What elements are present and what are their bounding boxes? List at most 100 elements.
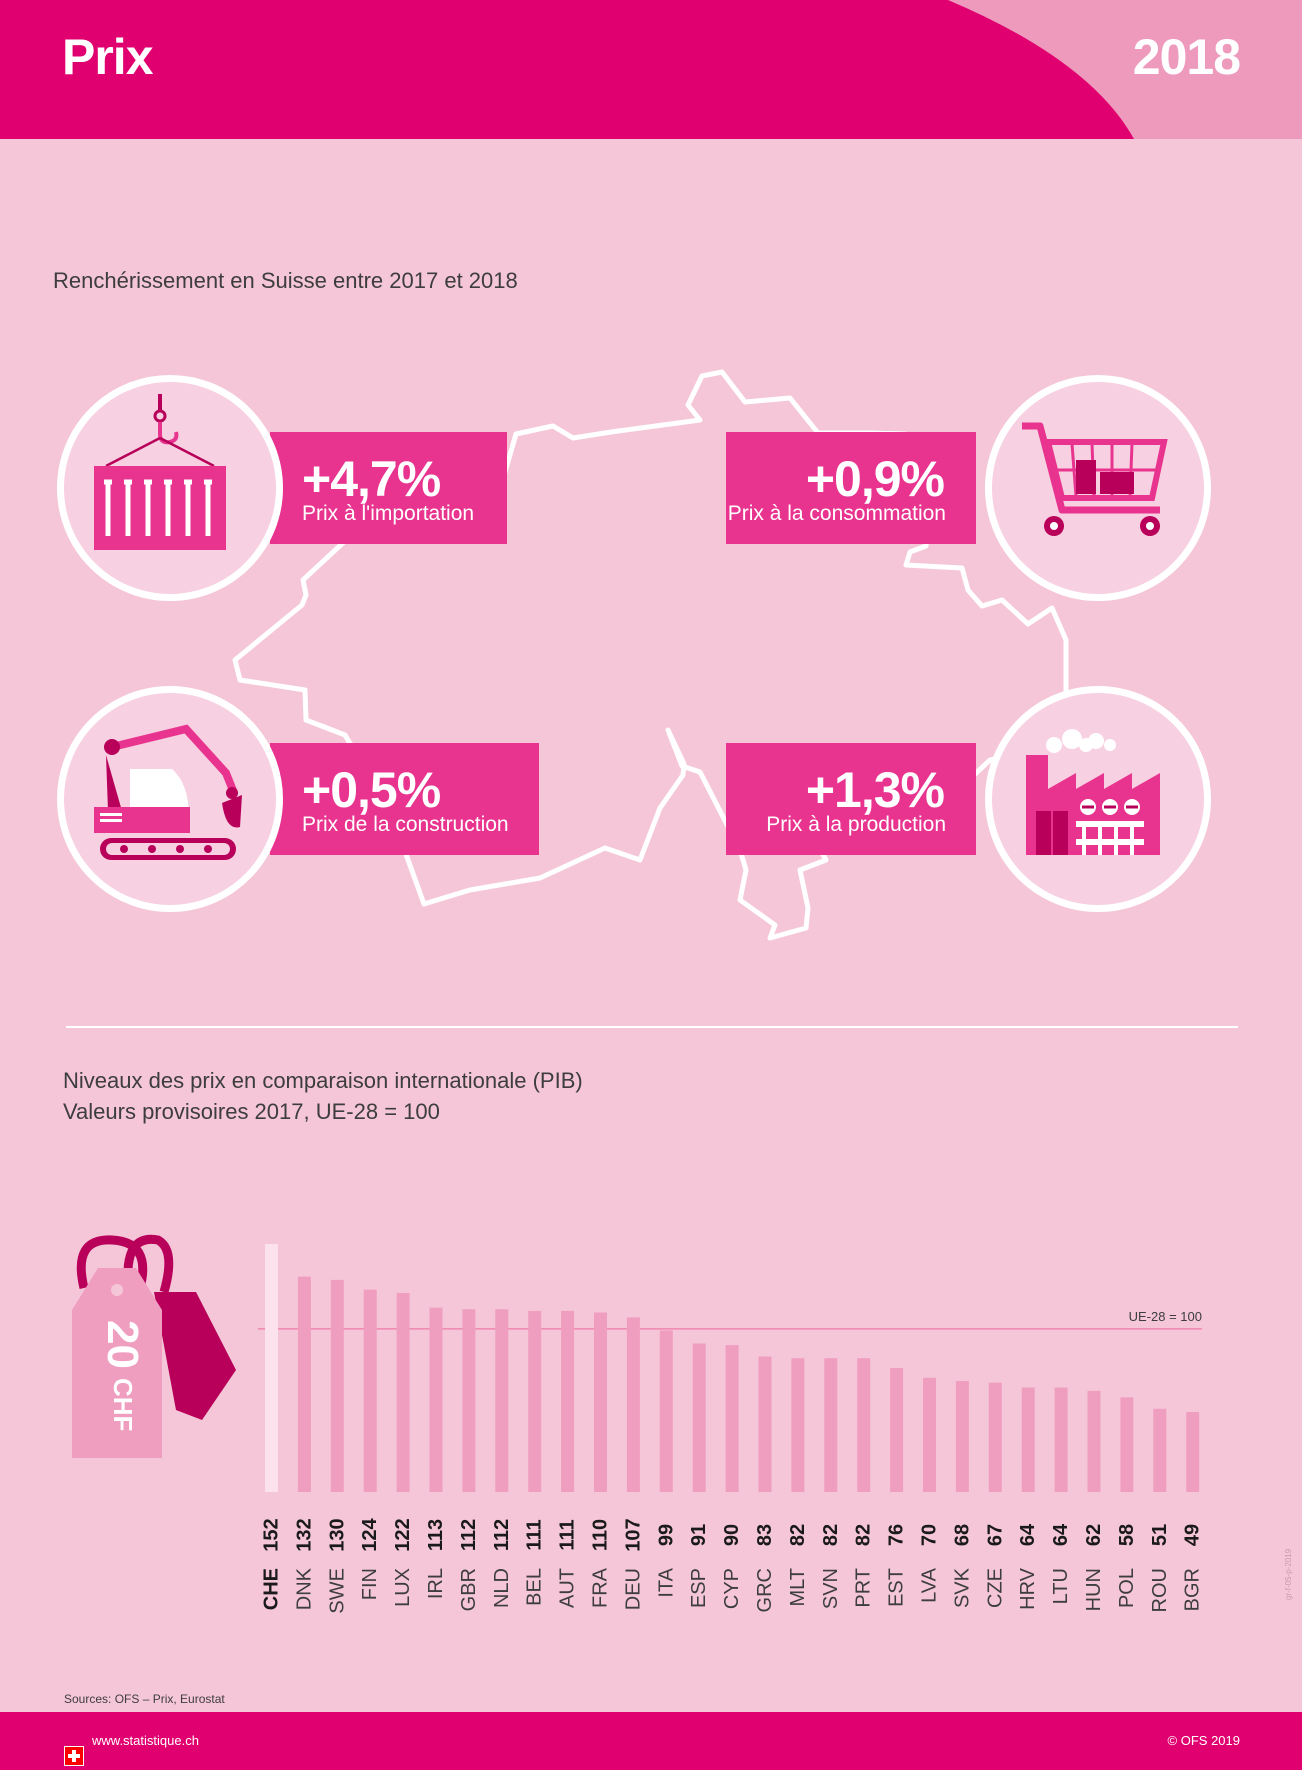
stat-value-construction: +0,5% [302,762,441,818]
header-bar: Prix 2018 [0,0,1302,139]
shopping-cart-icon [1022,422,1168,536]
bar-dnk [297,1276,311,1492]
stat-box-import: +4,7% Prix à l'importation [270,432,507,544]
category-label-hun: HUN [1083,1568,1105,1611]
category-label-pol: POL [1116,1568,1138,1608]
price-tag-illustration: 20 CHF [72,1234,236,1458]
footer-website-link[interactable]: www.statistique.ch [92,1733,199,1748]
value-label-gbr: 112 [458,1519,480,1551]
value-label-cyp: 90 [721,1524,743,1546]
excavator-icon [94,724,242,860]
value-label-aut: 111 [557,1519,579,1550]
category-label-ita: ITA [655,1567,677,1597]
stat-value-consumption: +0,9% [805,451,945,507]
value-label-deu: 107 [622,1518,644,1551]
category-label-hrv: HRV [1017,1567,1039,1610]
category-label-est: EST [886,1568,908,1607]
consumption-circle [985,375,1211,601]
bar-lux [396,1292,410,1492]
swiss-flag-icon [64,1746,84,1766]
category-label-che: CHE [261,1568,283,1610]
stat-label-consumption: Prix à la consommation [727,502,946,525]
bar-bel [528,1310,542,1492]
value-label-fra: 110 [590,1519,612,1551]
bar-nld [495,1309,509,1492]
stat-box-consumption: +0,9% Prix à la consommation [726,432,976,544]
bar-aut [561,1310,575,1492]
value-label-mlt: 82 [787,1524,809,1546]
stat-value-production: +1,3% [805,762,945,818]
value-label-svn: 82 [820,1524,842,1546]
bar-fin [363,1289,377,1492]
header-corner-shape [948,0,1302,139]
value-label-lva: 70 [919,1524,941,1546]
value-label-prt: 82 [853,1524,875,1546]
bar-irl [429,1307,443,1492]
bar-lva [923,1377,936,1492]
bar-deu [626,1317,640,1492]
stat-label-import: Prix à l'importation [302,502,475,525]
section-title-inflation: Renchérissement en Suisse entre 2017 et … [53,268,518,293]
value-label-rou: 51 [1149,1524,1171,1546]
stat-label-construction: Prix de la construction [302,813,509,836]
bar-grc [758,1356,772,1492]
bar-fra [594,1312,607,1492]
bar-swe [330,1279,344,1492]
category-label-rou: ROU [1149,1568,1171,1612]
section-title-comparison: Niveaux des prix en comparaison internat… [63,1068,583,1093]
footer-bar [0,1712,1302,1770]
container-icon [94,394,226,550]
category-label-irl: IRL [425,1568,447,1599]
category-label-bgr: BGR [1182,1568,1204,1611]
category-label-gbr: GBR [458,1568,480,1611]
bar-cze [988,1382,1002,1492]
category-label-dnk: DNK [293,1567,315,1610]
import-circle [57,375,283,601]
value-label-lux: 122 [392,1518,414,1551]
value-label-dnk: 132 [293,1518,315,1551]
price-level-bar-chart: UE-28 = 100 152 CHE 132 DNK 130 SWE 124 FIN 122 LU… [258,1244,1204,1614]
category-label-lva: LVA [919,1567,941,1602]
bar-gbr [462,1309,476,1492]
reference-line-label: UE-28 = 100 [1129,1309,1202,1324]
stat-box-production: +1,3% Prix à la production [726,743,976,855]
page-title: Prix [62,29,154,85]
category-label-mlt: MLT [787,1568,809,1607]
category-label-cyp: CYP [721,1568,743,1609]
bar-cyp [725,1345,739,1492]
category-label-lux: LUX [392,1568,414,1607]
category-label-fin: FIN [359,1568,381,1600]
bar-hrv [1021,1387,1035,1492]
category-label-swe: SWE [326,1568,348,1614]
value-label-ita: 99 [655,1524,677,1546]
value-label-che: 152 [261,1518,283,1551]
category-label-fra: FRA [590,1567,612,1608]
price-tag-currency: CHF [108,1378,138,1431]
value-label-svk: 68 [951,1524,973,1546]
bar-ltu [1054,1387,1068,1492]
value-label-est: 76 [886,1524,908,1546]
value-label-cze: 67 [984,1524,1006,1546]
category-label-svk: SVK [951,1567,973,1608]
bar-mlt [791,1358,805,1492]
category-label-cze: CZE [984,1568,1006,1608]
bar-svk [955,1381,969,1492]
value-label-bel: 111 [524,1519,546,1550]
value-label-grc: 83 [754,1524,776,1546]
value-label-bgr: 49 [1182,1524,1204,1546]
value-label-irl: 113 [425,1519,447,1551]
bar-svn [824,1358,838,1492]
bar-hun [1087,1390,1101,1492]
construction-circle [57,686,283,912]
bar-rou [1153,1408,1167,1492]
bar-esp [692,1343,706,1492]
production-circle [985,686,1211,912]
bar-ita [659,1330,673,1492]
section-subtitle-comparison: Valeurs provisoires 2017, UE-28 = 100 [63,1099,440,1124]
stat-box-construction: +0,5% Prix de la construction [270,743,539,855]
value-label-hrv: 64 [1017,1523,1039,1546]
category-label-grc: GRC [754,1568,776,1612]
category-label-aut: AUT [557,1568,579,1608]
value-label-nld: 112 [491,1519,513,1551]
category-label-bel: BEL [524,1568,546,1606]
